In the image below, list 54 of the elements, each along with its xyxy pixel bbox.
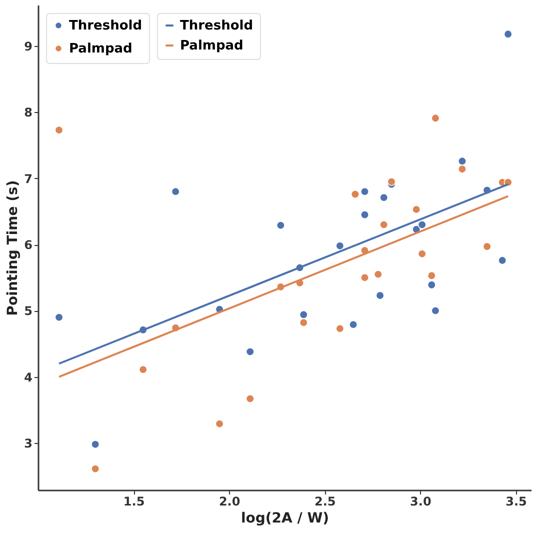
- point: [504, 30, 512, 38]
- y-tick-label: 9: [24, 40, 32, 54]
- y-tick-label: 3: [24, 436, 32, 451]
- y-tick-label: 6: [24, 238, 32, 252]
- point: [380, 193, 388, 202]
- y-tick-label: 7: [24, 172, 32, 186]
- y-tick-label: 5: [24, 304, 32, 318]
- point: [91, 440, 100, 449]
- point: [418, 220, 426, 229]
- point: [427, 280, 436, 290]
- y-tick-label: 4: [24, 370, 32, 384]
- legend-label: Threshold: [69, 18, 142, 34]
- point: [299, 318, 308, 327]
- y-tick-label: 8: [24, 106, 32, 120]
- point: [54, 126, 64, 134]
- point: [350, 190, 360, 198]
- point: [482, 242, 492, 251]
- y-axis-title: Pointing Time (s): [5, 180, 22, 316]
- point: [360, 273, 370, 282]
- point: [418, 250, 426, 258]
- point: [412, 205, 421, 214]
- legend-label: Threshold: [180, 18, 254, 34]
- x-tick-label: 3.0: [410, 494, 432, 508]
- point: [336, 242, 344, 250]
- point: [246, 347, 254, 356]
- x-tick-label: 2.5: [314, 494, 336, 508]
- point: [138, 365, 148, 374]
- point: [458, 156, 466, 166]
- point: [360, 210, 370, 220]
- point: [215, 420, 224, 428]
- point: [380, 220, 388, 229]
- point: [360, 187, 370, 196]
- point: [276, 221, 285, 230]
- point: [387, 177, 396, 186]
- point: [427, 271, 436, 280]
- point: [458, 164, 466, 174]
- legend-label: Palmpad: [69, 42, 132, 56]
- point: [498, 256, 507, 265]
- point: [376, 291, 384, 300]
- point: [91, 464, 100, 474]
- point: [349, 320, 358, 329]
- point: [299, 310, 308, 319]
- point: [246, 394, 254, 403]
- x-axis-title: log(2A / W): [240, 510, 330, 526]
- x-tick-label: 2.0: [218, 494, 240, 508]
- point: [374, 270, 382, 279]
- x-tick-label: 1.5: [123, 494, 145, 508]
- point: [54, 313, 64, 322]
- x-tick-label: 3.5: [506, 494, 527, 508]
- point: [431, 306, 440, 315]
- legend-label: Palmpad: [180, 38, 244, 54]
- point: [171, 187, 180, 196]
- point: [336, 324, 344, 333]
- point: [431, 114, 440, 122]
